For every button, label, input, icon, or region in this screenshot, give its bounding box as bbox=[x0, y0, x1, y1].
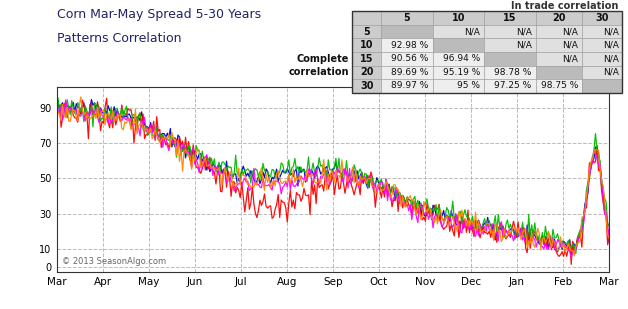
Text: 98.75 %: 98.75 % bbox=[541, 81, 578, 91]
Text: 98.78 %: 98.78 % bbox=[494, 68, 532, 77]
Text: 30: 30 bbox=[360, 81, 374, 91]
Text: 10: 10 bbox=[360, 40, 374, 50]
Bar bbox=[536, 11, 582, 25]
Bar bbox=[484, 11, 536, 25]
Text: 10: 10 bbox=[452, 13, 465, 23]
Bar bbox=[433, 66, 484, 79]
Bar bbox=[352, 38, 381, 52]
Bar bbox=[484, 79, 536, 93]
Text: Corn Mar-May Spread 5-30 Years: Corn Mar-May Spread 5-30 Years bbox=[57, 8, 261, 21]
Text: N/A: N/A bbox=[464, 27, 480, 36]
Text: N/A: N/A bbox=[516, 27, 532, 36]
Text: 92.98 %: 92.98 % bbox=[391, 40, 428, 50]
Text: 5: 5 bbox=[363, 27, 370, 36]
Bar bbox=[484, 25, 536, 38]
Bar bbox=[433, 11, 484, 25]
Bar bbox=[536, 52, 582, 66]
Bar bbox=[381, 79, 433, 93]
Bar bbox=[484, 52, 536, 66]
Bar bbox=[381, 25, 433, 38]
Text: 97.25 %: 97.25 % bbox=[494, 81, 532, 91]
Bar bbox=[536, 25, 582, 38]
Text: 89.97 %: 89.97 % bbox=[391, 81, 428, 91]
Text: 20: 20 bbox=[360, 67, 374, 77]
Text: N/A: N/A bbox=[562, 27, 578, 36]
Bar bbox=[433, 25, 484, 38]
Text: © 2013 SeasonAlgo.com: © 2013 SeasonAlgo.com bbox=[62, 257, 166, 266]
Text: N/A: N/A bbox=[603, 27, 619, 36]
Text: 5: 5 bbox=[403, 13, 410, 23]
Bar bbox=[381, 38, 433, 52]
Bar bbox=[433, 79, 484, 93]
Text: Complete: Complete bbox=[296, 54, 349, 64]
Bar bbox=[352, 11, 622, 93]
Bar bbox=[381, 52, 433, 66]
Bar bbox=[484, 66, 536, 79]
Bar bbox=[582, 52, 622, 66]
Text: correlation: correlation bbox=[288, 67, 349, 77]
Bar bbox=[536, 79, 582, 93]
Bar bbox=[381, 66, 433, 79]
Bar bbox=[352, 66, 381, 79]
Text: N/A: N/A bbox=[603, 68, 619, 77]
Bar bbox=[536, 38, 582, 52]
Text: 96.94 %: 96.94 % bbox=[443, 54, 480, 63]
Bar bbox=[352, 52, 381, 66]
Text: 15: 15 bbox=[360, 54, 374, 64]
Bar bbox=[352, 79, 381, 93]
Text: N/A: N/A bbox=[516, 40, 532, 50]
Bar bbox=[352, 11, 381, 25]
Text: 95 %: 95 % bbox=[457, 81, 480, 91]
Bar bbox=[582, 25, 622, 38]
Bar bbox=[582, 11, 622, 25]
Text: N/A: N/A bbox=[603, 54, 619, 63]
Text: 89.69 %: 89.69 % bbox=[391, 68, 428, 77]
Bar bbox=[381, 11, 433, 25]
Bar bbox=[433, 52, 484, 66]
Text: 90.56 %: 90.56 % bbox=[391, 54, 428, 63]
Text: In trade correlation: In trade correlation bbox=[511, 1, 619, 11]
Bar bbox=[582, 66, 622, 79]
Bar bbox=[484, 38, 536, 52]
Text: Patterns Correlation: Patterns Correlation bbox=[57, 32, 181, 45]
Text: N/A: N/A bbox=[603, 40, 619, 50]
Text: 30: 30 bbox=[595, 13, 609, 23]
Bar bbox=[536, 66, 582, 79]
Text: 95.19 %: 95.19 % bbox=[443, 68, 480, 77]
Text: N/A: N/A bbox=[562, 40, 578, 50]
Bar bbox=[352, 25, 381, 38]
Text: 15: 15 bbox=[503, 13, 517, 23]
Text: 20: 20 bbox=[552, 13, 565, 23]
Text: N/A: N/A bbox=[562, 54, 578, 63]
Bar bbox=[582, 79, 622, 93]
Bar bbox=[433, 38, 484, 52]
Bar bbox=[582, 38, 622, 52]
